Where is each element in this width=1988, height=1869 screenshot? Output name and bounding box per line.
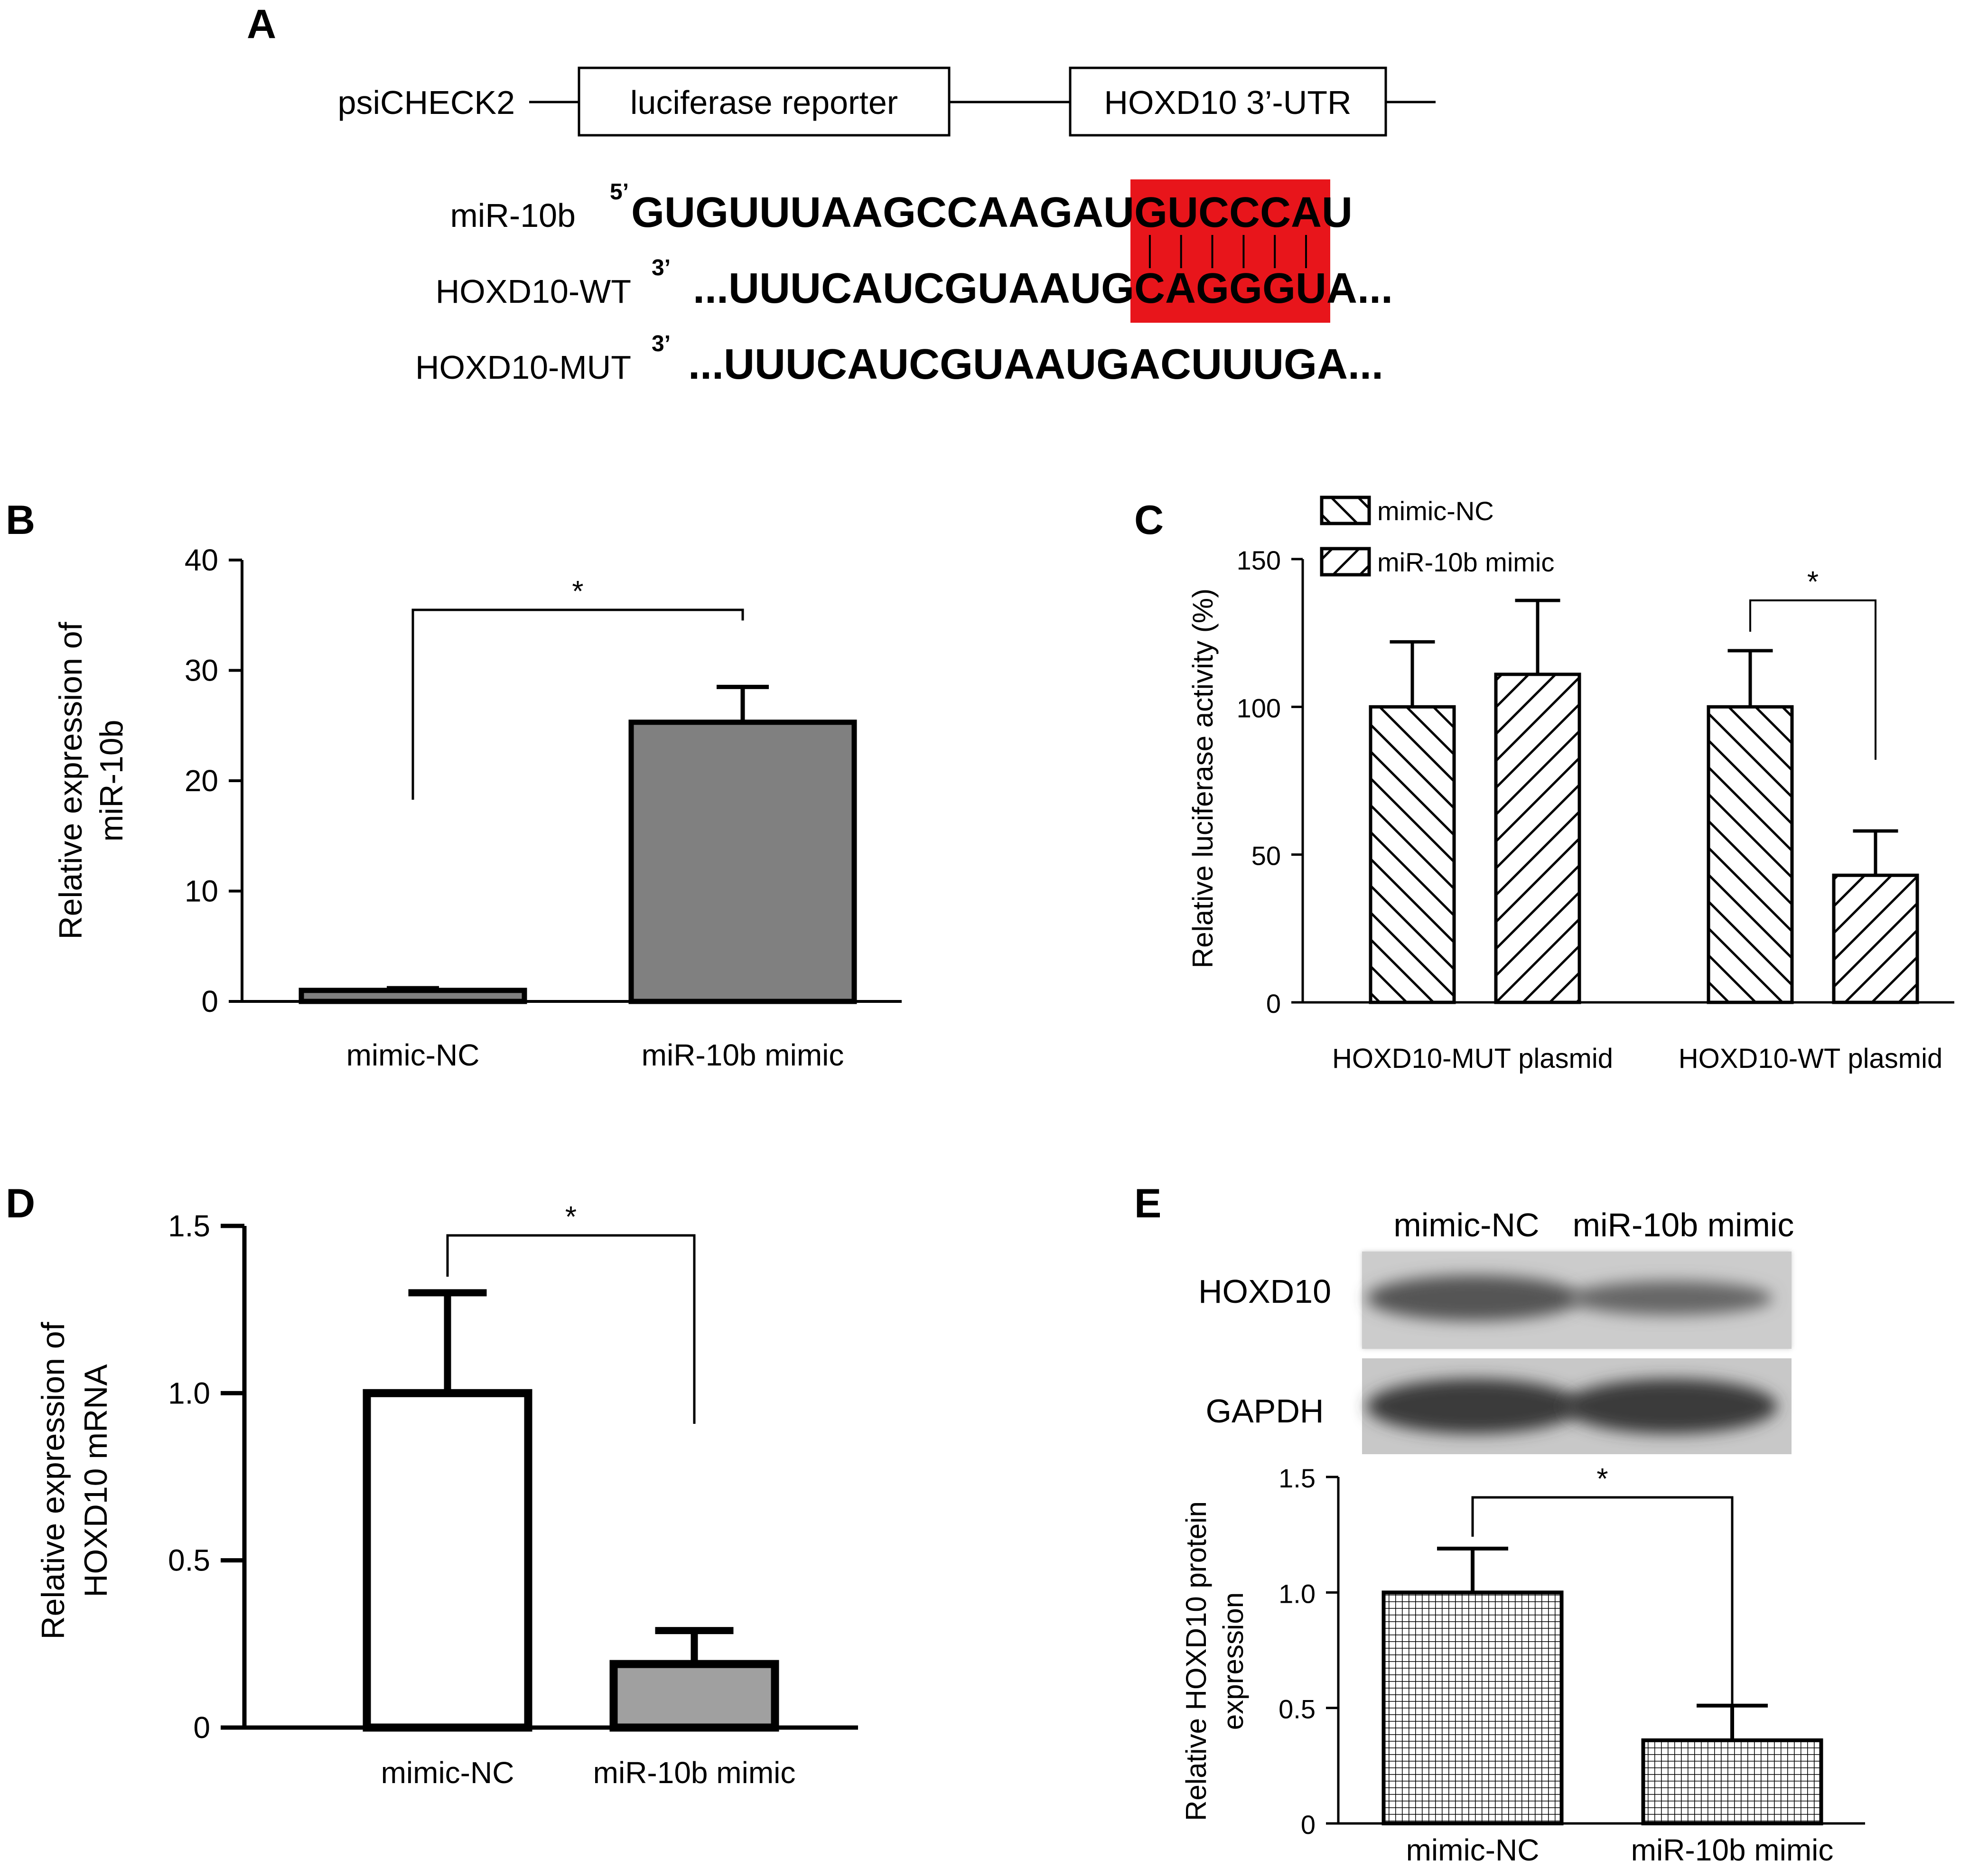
sequence-hoxd10-wt: ...UUUCAUCGUAAUGCAGGGUA...	[693, 265, 1393, 312]
panel-d: D 0 0.5 1.0 1.5 mimic-NC miR-10b mimic * Relati…	[6, 1181, 858, 1790]
chart-c-category-label: HOXD10-WT plasmid	[1679, 1043, 1943, 1074]
chart-e-significance-bracket	[1471, 1496, 1734, 1708]
chart-e-y-axis-label: Relative HOXD10 protein expression	[1180, 1501, 1249, 1821]
chart-e-y-tick-label: 1.0	[1279, 1579, 1316, 1608]
chart-c-legend-label: mimic-NC	[1377, 496, 1494, 526]
chart-b-bar-1	[628, 720, 857, 1004]
chart-c-legend-swatch	[1320, 495, 1371, 525]
chart-b-significance-star: *	[572, 575, 583, 608]
chart-b-y-tick-label: 30	[185, 654, 218, 688]
luciferase-reporter-label: luciferase reporter	[630, 84, 898, 121]
chart-b-y-tick-label: 40	[185, 543, 218, 577]
chart-c-legend-label: miR-10b mimic	[1377, 547, 1554, 577]
chart-c-significance-bracket	[1749, 599, 1876, 760]
chart-d-y-tick-label: 0.5	[168, 1543, 210, 1578]
sequence-row-hoxd10-wt: HOXD10-WT 3’ ...UUUCAUCGUAAUGCAGGGUA...	[436, 255, 1393, 312]
sequence-row-mir10b: miR-10b 5’ GUGUUUAAGCCAAGAUGUCCCAU	[450, 179, 1352, 236]
chart-b-y-tick-label: 0	[201, 984, 218, 1019]
band-hoxd10-mimic-nc	[1367, 1275, 1580, 1321]
chart-d: 0 0.5 1.0 1.5 mimic-NC miR-10b mimic * Relative…	[35, 1201, 858, 1790]
sequence-row-hoxd10-mut: HOXD10-MUT 3’ ...UUUCAUCGUAAUGACUUUGA...	[415, 331, 1383, 388]
hoxd10-utr-box	[1069, 66, 1387, 137]
chart-b-category-label: mimic-NC	[346, 1038, 480, 1072]
chart-c-bar-0-1	[1707, 705, 1794, 1004]
blot-lane-label-mir10b-mimic: miR-10b mimic	[1573, 1206, 1794, 1243]
chart-b-category-label: miR-10b mimic	[642, 1038, 844, 1072]
panel-letter-b: B	[6, 497, 35, 543]
panel-letter-c: C	[1134, 497, 1164, 543]
western-blot: mimic-NC miR-10b mimic HOXD10 GAPDH	[1198, 1206, 1794, 1454]
chart-e-category-label: miR-10b mimic	[1631, 1833, 1834, 1867]
panel-letter-d: D	[6, 1181, 35, 1226]
chart-e-y-tick-label: 0.5	[1279, 1694, 1316, 1724]
chart-d-category-label: mimic-NC	[381, 1756, 514, 1790]
panel-b: B 0 10 20 30 40 mimic-NC miR-10b mimic * Relativ…	[6, 497, 902, 1072]
seed-match-highlight	[1130, 179, 1330, 323]
panel-c: C 0 50 100 150 HOXD10-MUT plasmid HOXD10-WT p…	[1134, 495, 1954, 1074]
chart-c-legend-swatch	[1320, 547, 1371, 577]
prime-mark-hoxd10-wt: 3’	[652, 255, 671, 280]
chart-e-bar-0	[1381, 1590, 1564, 1825]
construct-vector-label: psiCHECK2	[338, 84, 515, 121]
chart-c-bar-0-0	[1369, 705, 1456, 1004]
chart-d-bar-1	[609, 1660, 779, 1732]
sequence-label-hoxd10-mut: HOXD10-MUT	[415, 349, 631, 386]
chart-d-y-tick-label: 1.0	[168, 1376, 210, 1410]
hoxd10-utr-label: HOXD10 3’-UTR	[1104, 84, 1351, 121]
chart-c-y-tick-label: 0	[1266, 989, 1281, 1019]
chart-d-bar-0	[363, 1389, 532, 1732]
chart-c-bar-1-1	[1832, 873, 1919, 1004]
sequence-mir10b: GUGUUUAAGCCAAGAUGUCCCAU	[631, 189, 1353, 236]
chart-c-bar-1-0	[1494, 673, 1581, 1004]
panel-letter-a: A	[247, 1, 276, 47]
panel-a: A psiCHECK2 luciferase reporter HOXD10 3…	[247, 1, 1436, 388]
chart-d-category-label: miR-10b mimic	[593, 1756, 796, 1790]
blot-row-label-gapdh: GAPDH	[1206, 1392, 1324, 1430]
chart-b: 0 10 20 30 40 mimic-NC miR-10b mimic * Relative …	[53, 543, 902, 1072]
chart-c-significance-star: *	[1807, 566, 1819, 598]
chart-b-y-tick-label: 20	[185, 764, 218, 798]
blot-strip-gapdh	[1362, 1358, 1792, 1454]
chart-b-y-tick-label: 10	[185, 874, 218, 908]
sequence-label-hoxd10-wt: HOXD10-WT	[436, 273, 631, 310]
chart-c-y-tick-label: 50	[1251, 841, 1281, 871]
chart-d-significance-bracket	[446, 1234, 696, 1424]
sequence-hoxd10-mut: ...UUUCAUCGUAAUGACUUUGA...	[688, 341, 1383, 388]
chart-e-category-label: mimic-NC	[1406, 1833, 1540, 1867]
chart-c-y-tick-label: 150	[1237, 545, 1281, 575]
chart-d-y-tick-label: 1.5	[168, 1209, 210, 1243]
prime-mark-mir10b: 5’	[610, 179, 629, 205]
chart-b-bar-0	[299, 988, 527, 1004]
panel-letter-e: E	[1134, 1181, 1161, 1226]
chart-e: 0 0.5 1.0 1.5 mimic-NC miR-10b mimic * Relative…	[1180, 1463, 1865, 1867]
seed-pairing-lines	[1148, 235, 1307, 268]
chart-b-y-axis-label: Relative expression of miR-10b	[53, 622, 130, 939]
chart-c-y-tick-label: 100	[1237, 693, 1281, 723]
chart-e-bar-1	[1641, 1738, 1823, 1826]
chart-c: 0 50 100 150 HOXD10-MUT plasmid HOXD10-WT pla…	[1187, 495, 1954, 1074]
blot-row-label-hoxd10: HOXD10	[1198, 1273, 1331, 1310]
chart-d-y-axis-label: Relative expression of HOXD10 mRNA	[35, 1322, 114, 1639]
chart-e-y-tick-label: 0	[1301, 1810, 1316, 1840]
chart-b-significance-bracket	[411, 608, 744, 800]
chart-e-y-tick-label: 1.5	[1279, 1463, 1316, 1493]
band-hoxd10-mir10b-mimic	[1568, 1281, 1773, 1315]
sequence-label-mir10b: miR-10b	[450, 197, 576, 234]
blot-lane-label-mimic-nc: mimic-NC	[1393, 1206, 1539, 1243]
chart-c-category-label: HOXD10-MUT plasmid	[1332, 1043, 1613, 1074]
chart-d-significance-star: *	[565, 1201, 577, 1234]
band-gapdh-mimic-nc	[1367, 1379, 1580, 1434]
panel-e: E mimic-NC miR-10b mimic HOXD10 GAPDH 00…	[1134, 1181, 1865, 1867]
band-gapdh-mir10b-mimic	[1564, 1379, 1777, 1434]
chart-e-significance-star: *	[1596, 1463, 1608, 1495]
chart-c-y-axis-label: Relative luciferase activity (%)	[1187, 589, 1219, 968]
blot-strip-hoxd10	[1362, 1252, 1792, 1349]
chart-d-y-tick-label: 0	[193, 1710, 210, 1745]
prime-mark-hoxd10-mut: 3’	[652, 331, 671, 356]
